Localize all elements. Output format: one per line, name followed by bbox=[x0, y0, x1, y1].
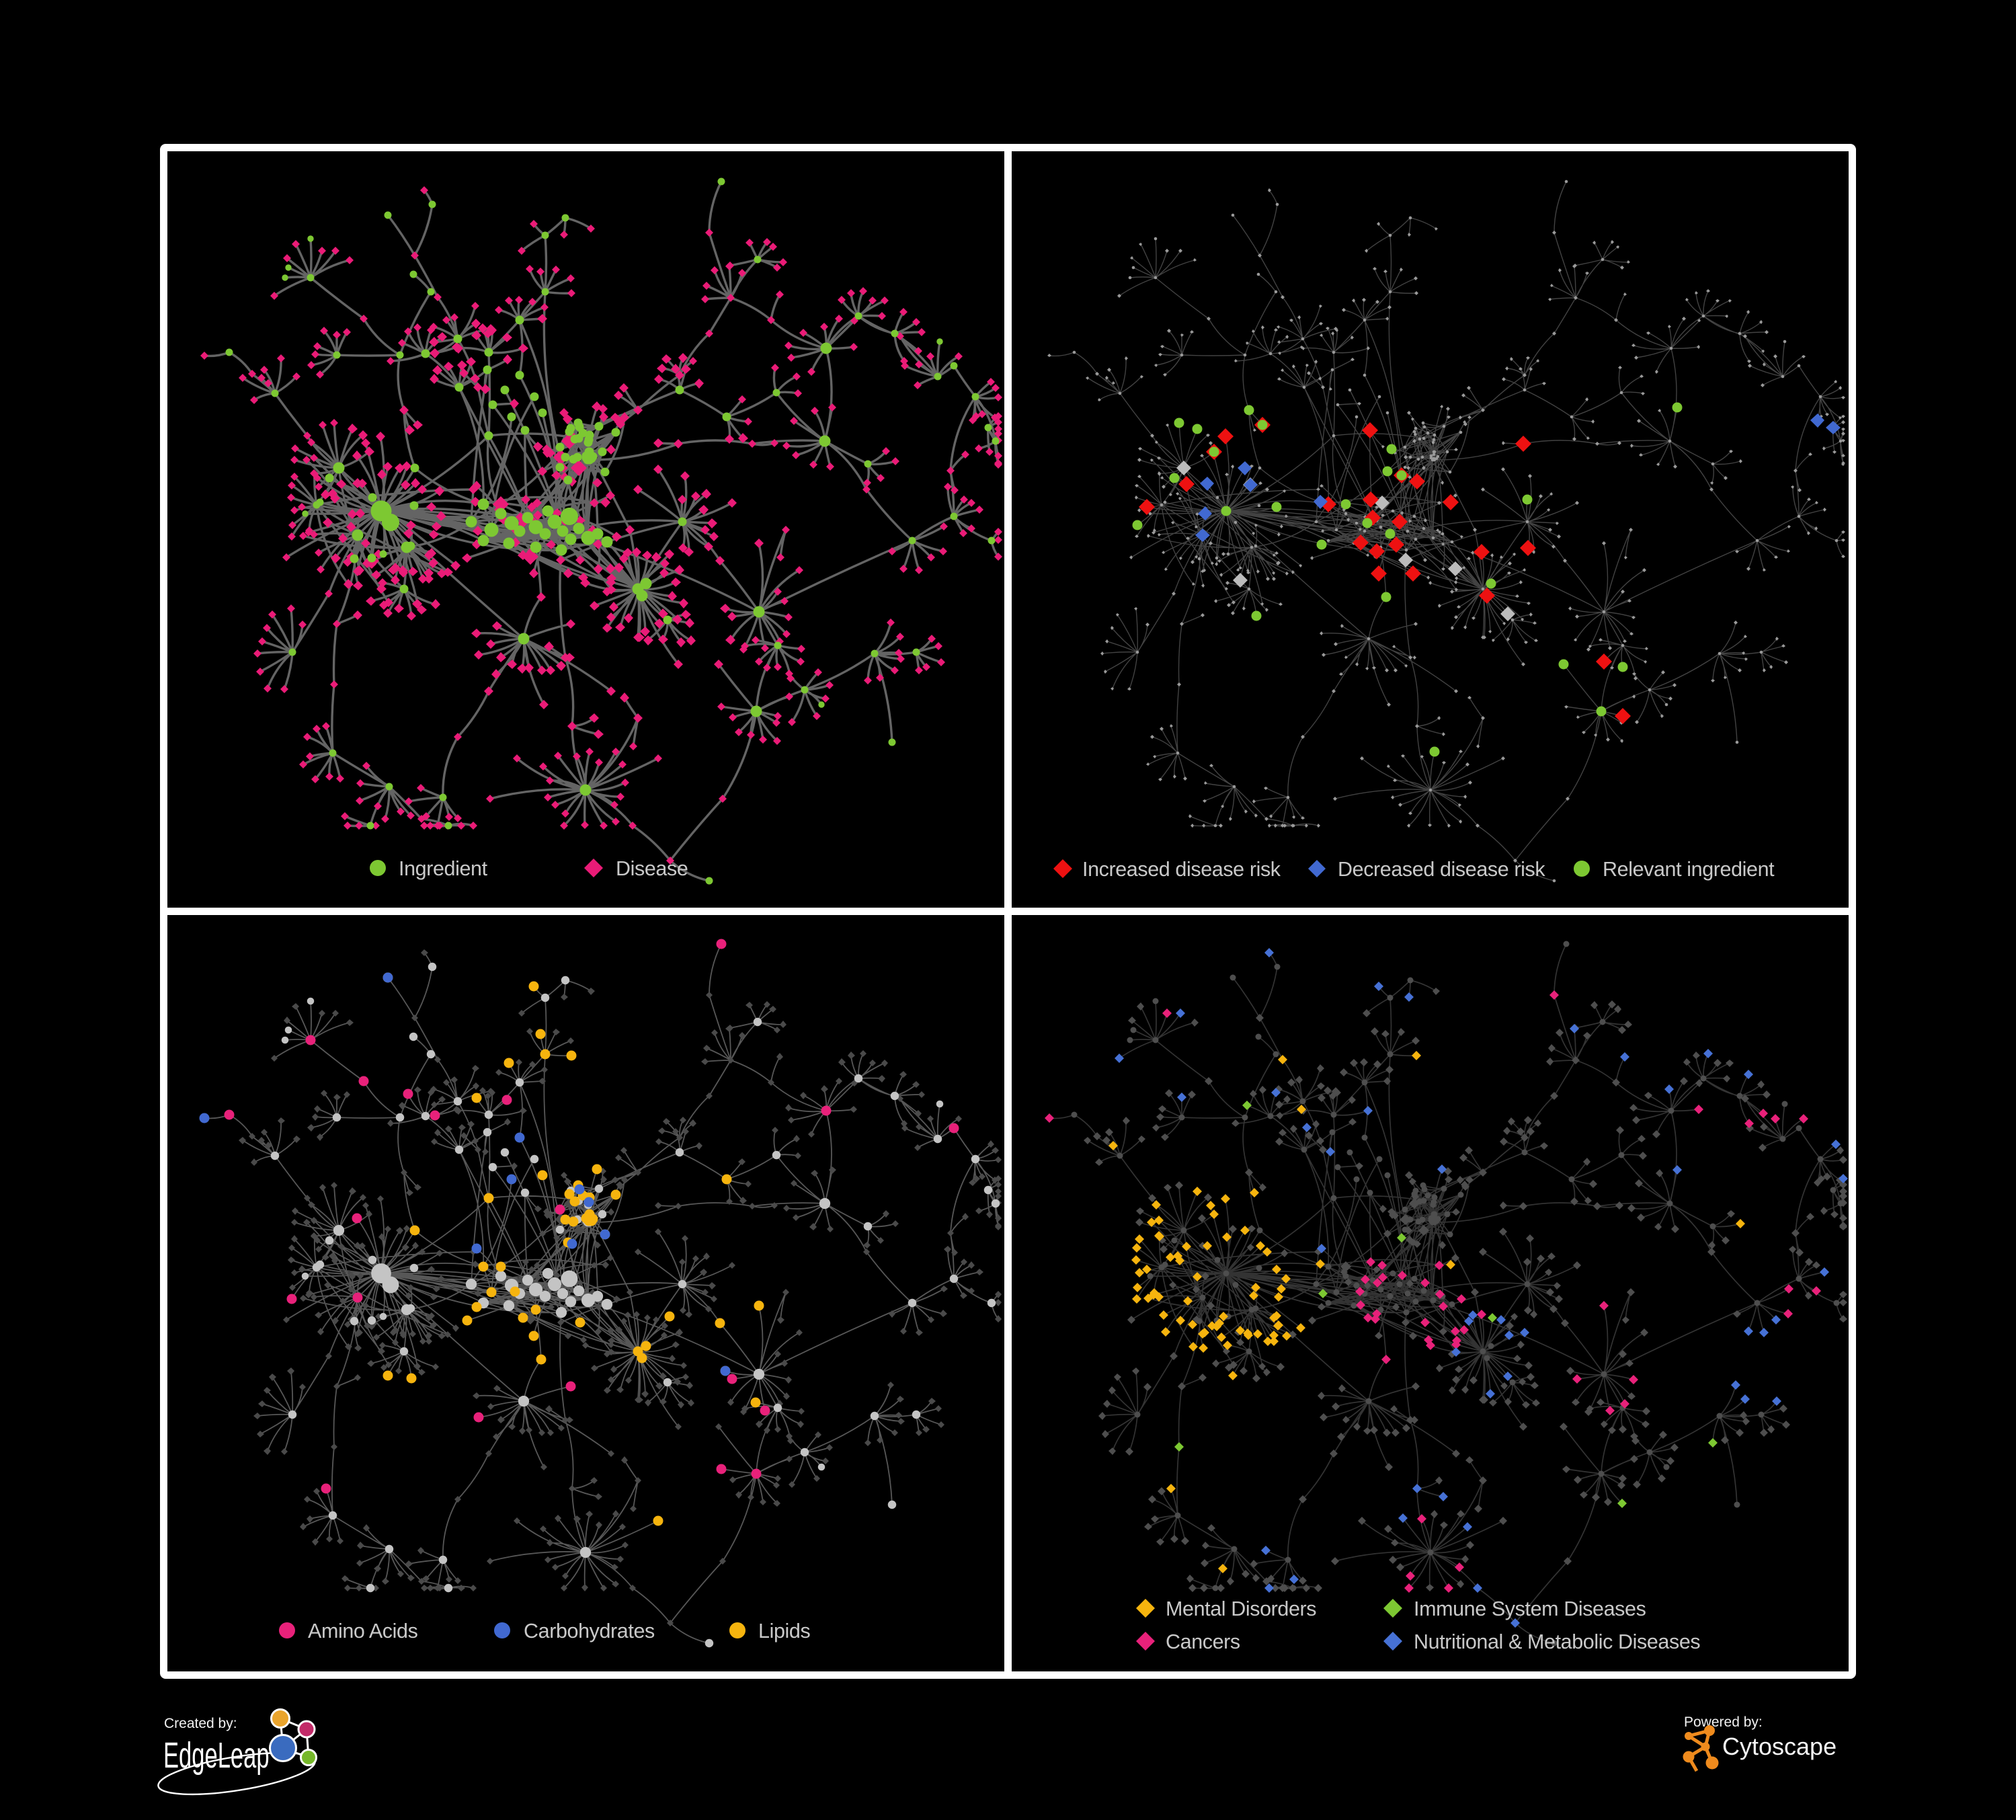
svg-text:Powered by:: Powered by: bbox=[1684, 1714, 1763, 1730]
svg-text:Mental Disorders: Mental Disorders bbox=[1166, 1597, 1316, 1620]
svg-text:Cytoscape: Cytoscape bbox=[1722, 1733, 1837, 1760]
svg-text:Ingredient: Ingredient bbox=[399, 857, 488, 880]
svg-text:Decreased disease risk: Decreased disease risk bbox=[1338, 858, 1545, 881]
svg-text:Disease: Disease bbox=[616, 857, 688, 880]
svg-text:Relevant ingredient: Relevant ingredient bbox=[1603, 858, 1775, 881]
svg-text:Increased disease risk: Increased disease risk bbox=[1082, 858, 1281, 881]
svg-text:EdgeLeap: EdgeLeap bbox=[163, 1735, 270, 1776]
svg-text:Cancers: Cancers bbox=[1166, 1630, 1240, 1653]
svg-text:Immune System Diseases: Immune System Diseases bbox=[1414, 1597, 1646, 1620]
svg-text:Amino Acids: Amino Acids bbox=[308, 1620, 418, 1643]
svg-text:Nutritional & Metabolic Diseas: Nutritional & Metabolic Diseases bbox=[1414, 1630, 1700, 1653]
svg-text:Lipids: Lipids bbox=[758, 1620, 810, 1643]
svg-text:Carbohydrates: Carbohydrates bbox=[524, 1620, 655, 1643]
svg-text:Created by:: Created by: bbox=[164, 1716, 237, 1731]
